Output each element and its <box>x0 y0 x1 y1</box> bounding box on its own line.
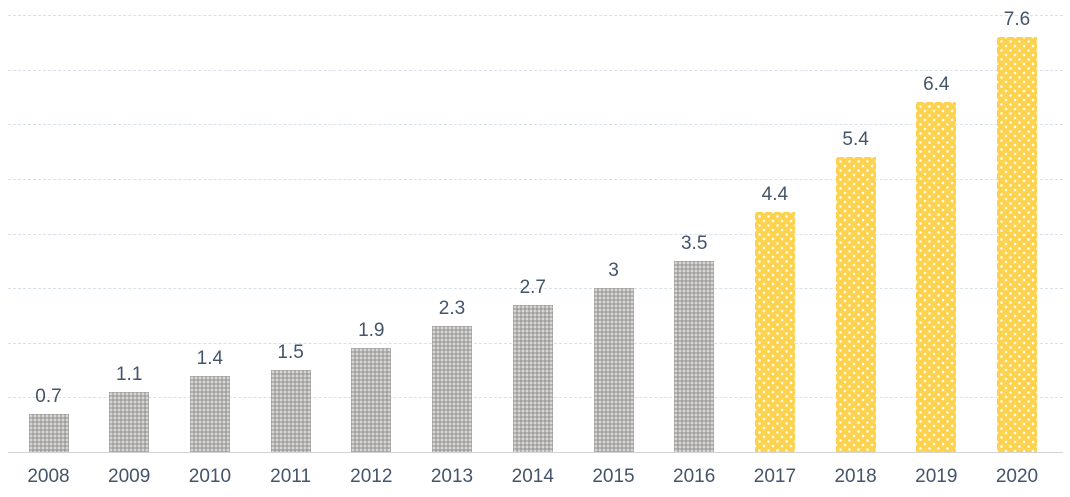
x-axis-label-2018: 2018 <box>834 466 877 487</box>
bar-value-label-2013: 2.3 <box>438 298 466 320</box>
x-axis-label-2017: 2017 <box>753 466 797 487</box>
x-axis-label-2010: 2010 <box>188 466 232 487</box>
gridline-y-6 <box>8 124 1063 126</box>
bar-2010 <box>189 375 230 452</box>
bar-2020 <box>997 36 1037 452</box>
bar-2013 <box>432 326 472 452</box>
x-axis-label-2015: 2015 <box>592 466 635 487</box>
gridline-y-4 <box>8 233 1063 235</box>
bar-value-label-2019: 6.4 <box>923 74 950 96</box>
x-axis-label-2009: 2009 <box>108 466 151 487</box>
x-axis-line <box>8 452 1063 453</box>
x-axis-label-2014: 2014 <box>511 466 554 487</box>
bar-2017 <box>754 211 795 452</box>
bar-2011 <box>270 370 311 452</box>
bar-2008 <box>28 413 69 452</box>
bar-value-label-2016: 3.5 <box>680 232 708 254</box>
x-axis-label-2013: 2013 <box>430 466 474 487</box>
bar-2019 <box>916 102 957 452</box>
bar-value-label-2015: 3 <box>608 260 619 282</box>
bar-2015 <box>593 288 634 452</box>
x-axis-label-2019: 2019 <box>915 466 958 487</box>
x-axis-label-2012: 2012 <box>350 466 393 487</box>
gridline-y-3 <box>8 288 1063 290</box>
bar-2018 <box>835 157 876 452</box>
bar-value-label-2017: 4.4 <box>761 183 789 205</box>
x-axis-label-2008: 2008 <box>27 466 70 487</box>
bar-value-label-2010: 1.4 <box>196 347 224 369</box>
gridline-y-7 <box>8 69 1063 71</box>
gridline-y-5 <box>8 178 1063 180</box>
bar-value-label-2018: 5.4 <box>842 129 869 151</box>
bar-value-label-2014: 2.7 <box>519 276 546 298</box>
bar-value-label-2009: 1.1 <box>115 363 143 385</box>
gridline-y-8 <box>8 15 1063 16</box>
bar-value-label-2012: 1.9 <box>358 320 385 342</box>
bar-value-label-2008: 0.7 <box>35 385 62 407</box>
bar-2016 <box>674 260 715 452</box>
x-axis-label-2016: 2016 <box>673 466 716 487</box>
bar-2012 <box>351 348 392 452</box>
bar-2009 <box>109 391 150 452</box>
x-axis-label-2020: 2020 <box>995 466 1039 487</box>
bar-value-label-2011: 1.5 <box>277 342 304 364</box>
x-axis-label-2011: 2011 <box>270 466 312 487</box>
bar-value-label-2020: 7.6 <box>1003 8 1031 30</box>
bar-2014 <box>512 304 553 452</box>
